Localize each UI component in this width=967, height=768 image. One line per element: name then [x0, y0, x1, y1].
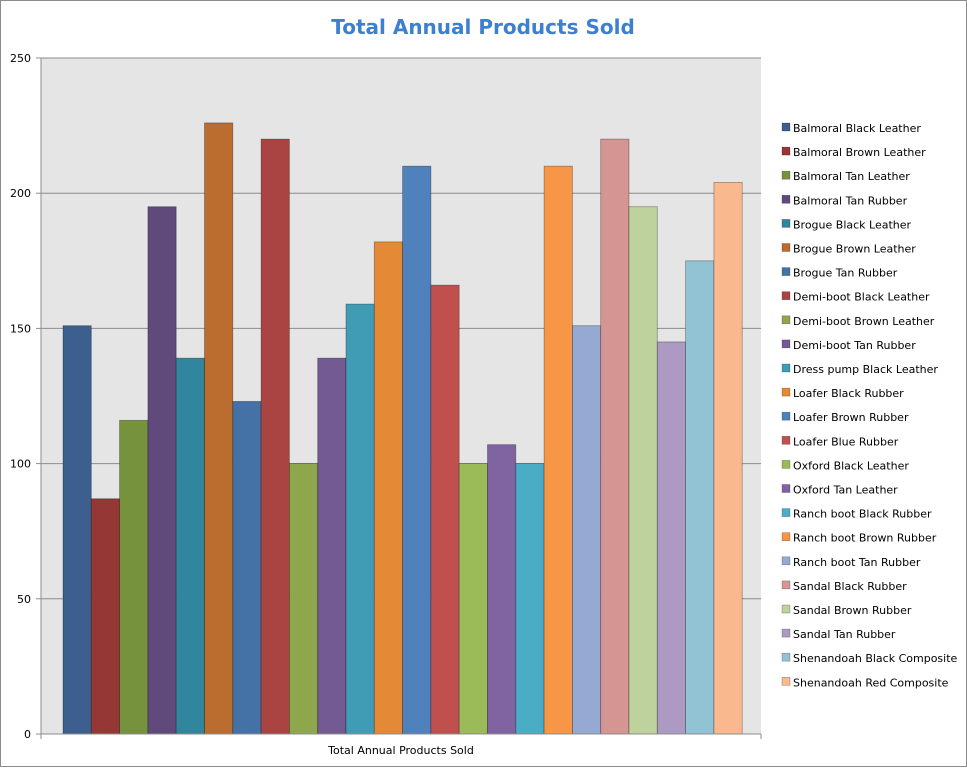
legend: Balmoral Black Leather Balmoral Brown Lea…: [781, 122, 958, 689]
legend-label: Balmoral Brown Leather: [793, 146, 926, 159]
bar: [685, 260, 715, 735]
legend-swatch: [781, 195, 791, 204]
legend-label: Balmoral Tan Leather: [793, 170, 910, 183]
bar: [317, 357, 347, 735]
legend-swatch: [781, 387, 791, 397]
y-tick-label: 100: [10, 458, 31, 471]
legend-swatch: [781, 315, 791, 325]
y-tick-label: 50: [17, 593, 31, 606]
legend-label: Brogue Black Leather: [793, 218, 912, 231]
bar: [430, 284, 460, 735]
legend-swatch: [781, 484, 791, 493]
legend-swatch: [781, 556, 791, 566]
bar: [402, 165, 432, 735]
bar: [458, 463, 488, 735]
legend-label: Sandal Tan Rubber: [793, 628, 896, 641]
legend-label: Dress pump Black Leather: [793, 363, 938, 376]
legend-swatch: [781, 532, 791, 542]
bar: [147, 206, 177, 735]
bar: [204, 122, 234, 735]
legend-swatch: [781, 219, 791, 228]
legend-swatch: [781, 411, 791, 421]
legend-swatch: [781, 604, 791, 614]
legend-label: Loafer Black Rubber: [793, 387, 904, 400]
legend-label: Shenandoah Red Composite: [793, 676, 949, 689]
bar: [628, 206, 658, 735]
legend-swatch: [781, 363, 791, 373]
legend-swatch: [781, 435, 791, 445]
bar: [713, 181, 743, 735]
y-tick-label: 250: [10, 52, 31, 65]
legend-label: Sandal Brown Rubber: [793, 604, 912, 617]
legend-label: Balmoral Tan Rubber: [793, 194, 908, 207]
legend-swatch: [781, 170, 791, 180]
legend-label: Demi-boot Black Leather: [793, 291, 930, 304]
legend-label: Loafer Brown Rubber: [793, 411, 909, 424]
bar: [572, 325, 602, 735]
bar: [487, 444, 517, 735]
legend-swatch: [781, 122, 791, 132]
legend-label: Balmoral Black Leather: [793, 122, 921, 135]
bar: [119, 419, 149, 735]
legend-label: Ranch boot Tan Rubber: [793, 556, 921, 569]
legend-label: Ranch boot Black Rubber: [793, 508, 932, 521]
bar: [175, 357, 205, 735]
bars: [62, 122, 743, 735]
legend-swatch: [781, 460, 791, 469]
legend-swatch: [781, 243, 791, 252]
bar: [62, 325, 92, 735]
bar: [288, 463, 319, 735]
y-tick-label: 150: [10, 322, 31, 335]
legend-swatch: [781, 146, 791, 156]
legend-swatch: [781, 652, 791, 662]
legend-swatch: [781, 628, 791, 638]
y-tick-label: 200: [10, 187, 31, 200]
bar: [543, 165, 573, 735]
legend-swatch: [781, 580, 791, 590]
bar: [232, 401, 262, 735]
legend-label: Sandal Black Rubber: [793, 580, 907, 593]
legend-swatch: [781, 676, 791, 686]
bar: [515, 463, 545, 735]
bar: [345, 303, 375, 735]
legend-label: Demi-boot Brown Leather: [793, 315, 935, 328]
legend-label: Brogue Tan Rubber: [793, 267, 898, 280]
legend-label: Demi-boot Tan Rubber: [793, 339, 916, 352]
legend-swatch: [781, 267, 791, 276]
bar: [373, 241, 403, 735]
legend-label: Loafer Blue Rubber: [793, 435, 899, 448]
chart-title: Total Annual Products Sold: [331, 15, 635, 39]
legend-label: Oxford Tan Leather: [793, 484, 898, 497]
y-tick-label: 0: [24, 728, 31, 741]
bar: [90, 498, 121, 735]
x-category-label: Total Annual Products Sold: [327, 744, 474, 757]
legend-label: Ranch boot Brown Rubber: [793, 532, 937, 545]
bar: [656, 341, 686, 735]
legend-swatch: [781, 291, 791, 301]
bar: [260, 138, 290, 735]
bar: [600, 138, 630, 735]
legend-swatch: [781, 508, 791, 517]
legend-label: Brogue Brown Leather: [793, 243, 916, 256]
legend-label: Oxford Black Leather: [793, 459, 909, 472]
axes: 0 50 100 150 200 250: [10, 52, 762, 741]
legend-label: Shenandoah Black Composite: [793, 652, 958, 665]
legend-swatch: [781, 339, 791, 349]
